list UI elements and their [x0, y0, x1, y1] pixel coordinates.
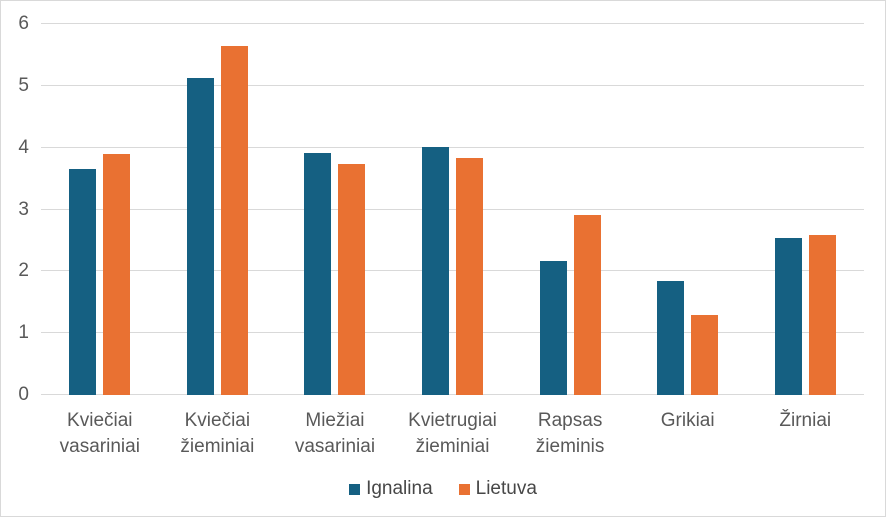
y-axis-tick-label: 3 — [18, 198, 29, 220]
bar-lietuva — [691, 315, 719, 395]
y-axis-tick-label: 4 — [18, 136, 29, 158]
plot-area — [41, 23, 864, 395]
bar-lietuva — [456, 158, 484, 395]
legend-label-ignalina: Ignalina — [366, 478, 433, 499]
bar-group — [276, 24, 394, 395]
bar-lietuva — [220, 45, 248, 395]
bar-lietuva — [573, 215, 601, 395]
bar-group — [159, 24, 277, 395]
gridline — [41, 84, 864, 86]
bar-ignalina — [304, 153, 332, 395]
x-axis-category-label: Kviečiai vasariniai — [59, 410, 140, 457]
legend-swatch-ignalina-icon — [349, 483, 361, 495]
bar-ignalina — [774, 237, 802, 395]
bar-lietuva — [103, 153, 131, 395]
bar-group — [746, 24, 864, 395]
gridline — [41, 208, 864, 210]
y-axis-tick-label: 2 — [18, 260, 29, 282]
bar-groups — [41, 24, 864, 395]
y-axis-tick-label: 5 — [18, 74, 29, 96]
x-axis-category-labels: Kviečiai vasariniai Kviečiai žieminiai Mie… — [41, 408, 864, 460]
gridline — [41, 146, 864, 148]
gridline — [41, 332, 864, 334]
y-axis-tick-label: 0 — [18, 384, 29, 405]
bar-group — [511, 24, 629, 395]
bar-group — [629, 24, 747, 395]
x-axis-category-label: Grikiai — [660, 410, 715, 431]
y-axis-tick-label: 6 — [18, 13, 29, 34]
bar-lietuva — [808, 234, 836, 395]
bar-lietuva — [338, 163, 366, 395]
legend-label-lietuva: Lietuva — [475, 478, 537, 499]
bar-ignalina — [657, 280, 685, 395]
legend: Ignalina Lietuva — [1, 478, 885, 500]
bar-group — [394, 24, 512, 395]
y-axis-tick-label: 1 — [18, 322, 29, 344]
legend-item-lietuva: Lietuva — [458, 478, 537, 500]
legend-swatch-lietuva-icon — [458, 483, 470, 495]
x-axis-category-label: Miežiai vasariniai — [294, 410, 376, 457]
gridline — [41, 270, 864, 272]
bar-ignalina — [186, 78, 214, 395]
bar-ignalina — [69, 169, 97, 395]
x-axis-category-label: Rapsas žieminis — [535, 410, 605, 457]
x-axis-category-label: Kvietrugiai žieminiai — [408, 410, 497, 457]
bar-ignalina — [539, 261, 567, 395]
legend-item-ignalina: Ignalina — [349, 478, 433, 500]
bar-group — [41, 24, 159, 395]
gridline — [41, 23, 864, 24]
bar-ignalina — [422, 147, 450, 395]
x-axis-category-label: Žirniai — [779, 410, 832, 431]
gridline — [41, 394, 864, 395]
x-axis-category-label: Kviečiai žieminiai — [180, 410, 255, 457]
